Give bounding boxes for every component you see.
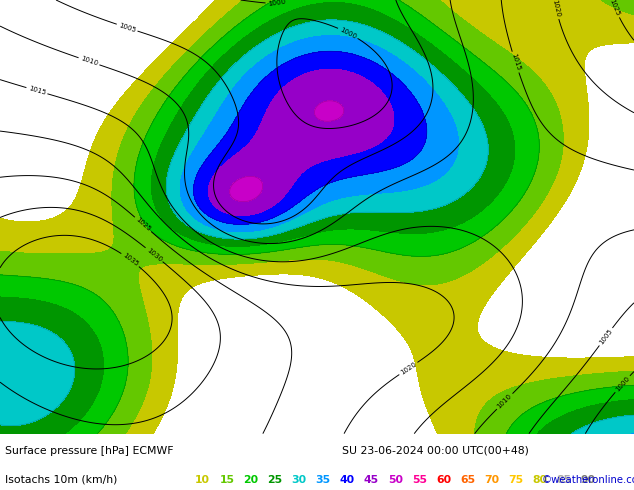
Text: 60: 60 xyxy=(436,475,451,485)
Text: 1010: 1010 xyxy=(496,393,513,410)
Text: 20: 20 xyxy=(243,475,259,485)
Text: 1035: 1035 xyxy=(121,252,139,268)
Text: 1000: 1000 xyxy=(339,26,358,40)
Text: 15: 15 xyxy=(219,475,235,485)
Text: 1015: 1015 xyxy=(510,53,521,72)
Text: 1005: 1005 xyxy=(598,328,614,345)
Text: 45: 45 xyxy=(364,475,379,485)
Text: 80: 80 xyxy=(533,475,548,485)
Text: 70: 70 xyxy=(484,475,500,485)
Text: 1025: 1025 xyxy=(609,0,621,17)
Text: 1005: 1005 xyxy=(118,22,136,33)
Text: 1020: 1020 xyxy=(399,361,417,376)
Text: 1020: 1020 xyxy=(552,0,561,18)
Text: 90: 90 xyxy=(581,475,596,485)
Text: 1000: 1000 xyxy=(614,375,631,392)
Text: 1025: 1025 xyxy=(134,216,152,233)
Text: 65: 65 xyxy=(460,475,476,485)
Text: 1030: 1030 xyxy=(145,246,163,263)
Text: 1015: 1015 xyxy=(27,85,46,96)
Text: 40: 40 xyxy=(340,475,355,485)
Text: 85: 85 xyxy=(557,475,572,485)
Text: ©weatheronline.co.uk: ©weatheronline.co.uk xyxy=(542,475,634,485)
Text: 25: 25 xyxy=(268,475,283,485)
Text: 10: 10 xyxy=(195,475,210,485)
Text: 1000: 1000 xyxy=(267,0,286,7)
Text: 55: 55 xyxy=(412,475,427,485)
Text: Isotachs 10m (km/h): Isotachs 10m (km/h) xyxy=(5,475,117,485)
Text: SU 23-06-2024 00:00 UTC(00+48): SU 23-06-2024 00:00 UTC(00+48) xyxy=(342,445,529,456)
Text: 1010: 1010 xyxy=(79,55,98,67)
Text: 30: 30 xyxy=(292,475,307,485)
Text: Surface pressure [hPa] ECMWF: Surface pressure [hPa] ECMWF xyxy=(5,445,174,456)
Text: 35: 35 xyxy=(316,475,331,485)
Text: 75: 75 xyxy=(508,475,524,485)
Text: 50: 50 xyxy=(388,475,403,485)
